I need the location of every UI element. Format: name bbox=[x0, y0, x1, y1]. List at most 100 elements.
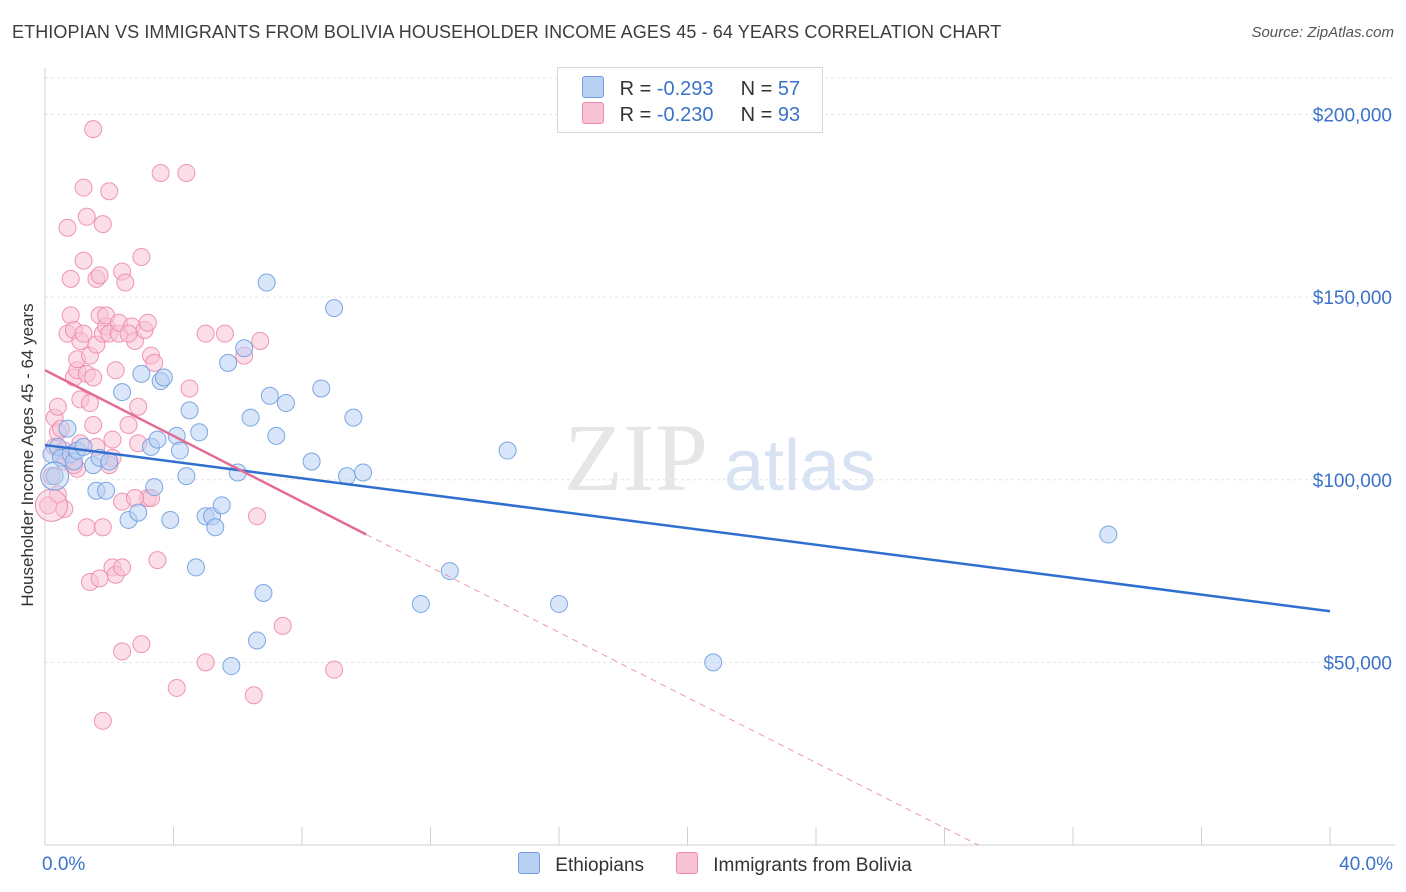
point-ethiopians bbox=[222, 657, 241, 676]
point-bolivia bbox=[93, 711, 112, 730]
point-ethiopians bbox=[325, 299, 344, 318]
point-ethiopians bbox=[161, 510, 180, 529]
legend-item-ethiopians[interactable]: Ethiopians bbox=[518, 852, 644, 877]
chart-source: Source: ZipAtlas.com bbox=[1251, 24, 1394, 41]
point-ethiopians bbox=[312, 379, 331, 398]
legend-row-ethiopians: R = -0.293 N = 57 bbox=[582, 76, 800, 100]
x-tick-label: 0.0% bbox=[42, 854, 85, 875]
point-ethiopians bbox=[212, 496, 231, 515]
point-ethiopians bbox=[241, 408, 260, 427]
point-ethiopians bbox=[498, 441, 517, 460]
point-ethiopians bbox=[97, 481, 116, 500]
point-ethiopians bbox=[148, 430, 167, 449]
point-bolivia bbox=[248, 507, 267, 526]
series-legend: Ethiopians Immigrants from Bolivia bbox=[0, 852, 1406, 876]
trend-line-bolivia bbox=[44, 369, 367, 536]
point-bolivia bbox=[113, 558, 132, 577]
point-bolivia bbox=[148, 551, 167, 570]
point-bolivia bbox=[167, 678, 186, 697]
point-bolivia bbox=[145, 353, 164, 372]
point-bolivia bbox=[74, 178, 93, 197]
point-ethiopians bbox=[302, 452, 321, 471]
point-bolivia bbox=[125, 489, 144, 508]
legend-n-value: 93 bbox=[777, 104, 801, 126]
point-bolivia bbox=[100, 182, 119, 201]
point-bolivia bbox=[251, 331, 270, 350]
legend-label-bolivia: Immigrants from Bolivia bbox=[713, 855, 912, 876]
legend-swatch-bolivia bbox=[582, 102, 604, 124]
point-ethiopians bbox=[254, 583, 273, 602]
trend-line-ethiopians bbox=[44, 443, 1331, 613]
watermark: ZIP atlas bbox=[564, 404, 876, 511]
point-bolivia bbox=[151, 163, 170, 182]
point-bolivia bbox=[196, 324, 215, 343]
point-ethiopians bbox=[145, 478, 164, 497]
trend-line-bolivia-extension bbox=[366, 534, 979, 846]
y-tick-label: $50,000 bbox=[1323, 653, 1392, 674]
point-ethiopians bbox=[100, 452, 119, 471]
y-tick-label: $200,000 bbox=[1313, 106, 1392, 127]
legend-n-label: N = bbox=[740, 104, 773, 126]
point-bolivia bbox=[129, 397, 148, 416]
point-ethiopians bbox=[550, 594, 568, 613]
point-bolivia bbox=[74, 251, 93, 270]
point-ethiopians bbox=[344, 408, 363, 427]
point-ethiopians bbox=[186, 558, 205, 577]
point-ethiopians bbox=[74, 437, 93, 456]
correlation-legend: R = -0.293 N = 57 R = -0.230 N = 93 bbox=[557, 67, 823, 133]
point-ethiopians bbox=[190, 423, 209, 442]
point-bolivia bbox=[116, 273, 135, 292]
point-ethiopians bbox=[235, 339, 254, 358]
point-ethiopians bbox=[132, 364, 151, 383]
point-bolivia bbox=[84, 368, 103, 387]
legend-swatch-ethiopians bbox=[582, 76, 604, 98]
point-ethiopians bbox=[154, 368, 173, 387]
point-ethiopians bbox=[248, 631, 267, 650]
point-ethiopians bbox=[45, 467, 64, 486]
point-ethiopians bbox=[180, 401, 199, 420]
point-bolivia bbox=[273, 616, 292, 635]
point-ethiopians bbox=[260, 386, 279, 405]
point-bolivia bbox=[90, 266, 109, 285]
legend-row-bolivia: R = -0.230 N = 93 bbox=[582, 102, 800, 126]
watermark-atlas: atlas bbox=[724, 426, 876, 506]
point-bolivia bbox=[103, 430, 122, 449]
point-bolivia bbox=[325, 660, 344, 679]
point-bolivia bbox=[77, 518, 96, 537]
point-bolivia bbox=[84, 415, 103, 434]
axes bbox=[44, 68, 1395, 846]
point-bolivia bbox=[93, 518, 112, 537]
legend-n-value: 57 bbox=[777, 78, 801, 100]
point-ethiopians bbox=[58, 419, 77, 438]
point-ethiopians bbox=[177, 467, 196, 486]
point-bolivia bbox=[58, 218, 77, 237]
point-bolivia bbox=[113, 642, 132, 661]
x-tick-label: 40.0% bbox=[1339, 854, 1393, 875]
point-bolivia bbox=[215, 324, 234, 343]
point-ethiopians bbox=[337, 467, 356, 486]
point-ethiopians bbox=[129, 503, 148, 522]
legend-r-value: -0.230 bbox=[656, 104, 714, 126]
point-bolivia bbox=[180, 379, 199, 398]
point-ethiopians bbox=[276, 394, 295, 413]
chart-title: ETHIOPIAN VS IMMIGRANTS FROM BOLIVIA HOU… bbox=[12, 22, 1002, 42]
trend-lines bbox=[44, 369, 1331, 846]
point-ethiopians bbox=[1099, 525, 1118, 544]
point-ethiopians-large bbox=[40, 461, 70, 491]
legend-item-bolivia[interactable]: Immigrants from Bolivia bbox=[676, 852, 912, 877]
y-tick-label: $100,000 bbox=[1313, 471, 1392, 492]
point-bolivia bbox=[132, 635, 151, 654]
point-ethiopians bbox=[257, 273, 276, 292]
point-bolivia bbox=[138, 313, 157, 332]
watermark-zip: ZIP bbox=[564, 404, 708, 511]
point-bolivia bbox=[84, 120, 103, 139]
point-bolivia bbox=[61, 269, 80, 288]
point-ethiopians bbox=[206, 518, 225, 537]
point-ethiopians bbox=[219, 353, 238, 372]
point-ethiopians bbox=[267, 426, 286, 445]
series-bolivia-points bbox=[34, 120, 344, 730]
point-bolivia bbox=[93, 215, 112, 234]
point-ethiopians bbox=[704, 653, 723, 672]
point-ethiopians bbox=[113, 383, 132, 402]
